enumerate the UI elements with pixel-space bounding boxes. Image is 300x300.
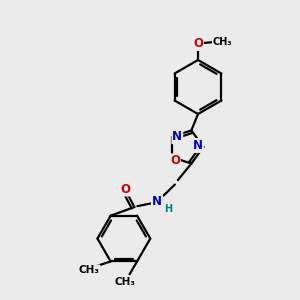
Text: N: N <box>172 130 182 143</box>
Text: N: N <box>152 194 162 208</box>
Text: O: O <box>170 154 180 167</box>
Text: H: H <box>164 204 172 214</box>
Text: O: O <box>193 37 203 50</box>
Text: CH₃: CH₃ <box>213 37 232 47</box>
Text: CH₃: CH₃ <box>115 277 136 286</box>
Text: CH₃: CH₃ <box>79 266 100 275</box>
Text: O: O <box>120 182 130 196</box>
Text: N: N <box>193 139 203 152</box>
